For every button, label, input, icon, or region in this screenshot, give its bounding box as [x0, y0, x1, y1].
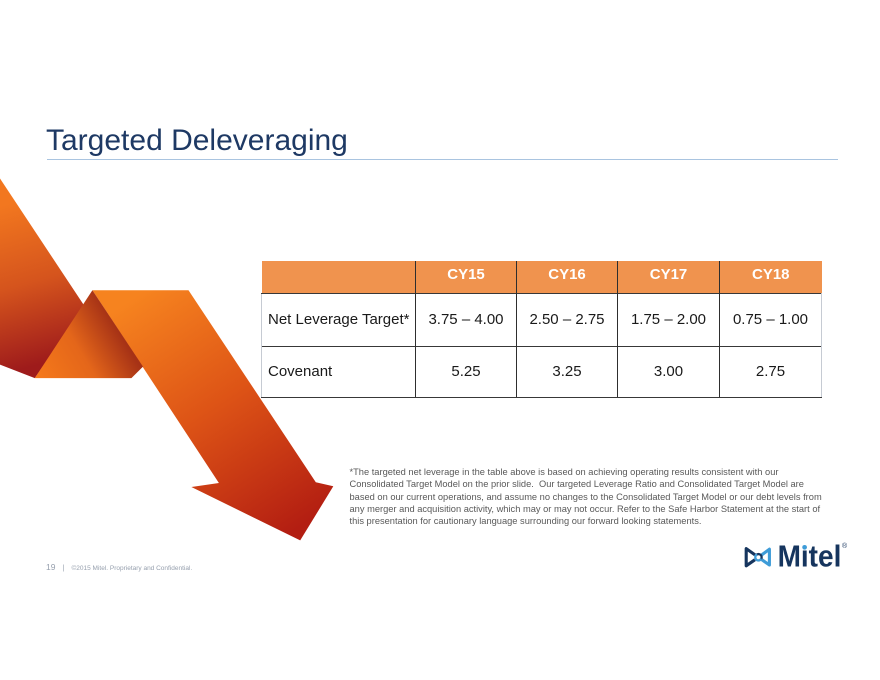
svg-text:Mitel: Mitel: [778, 539, 842, 574]
svg-text:®: ®: [842, 542, 848, 550]
